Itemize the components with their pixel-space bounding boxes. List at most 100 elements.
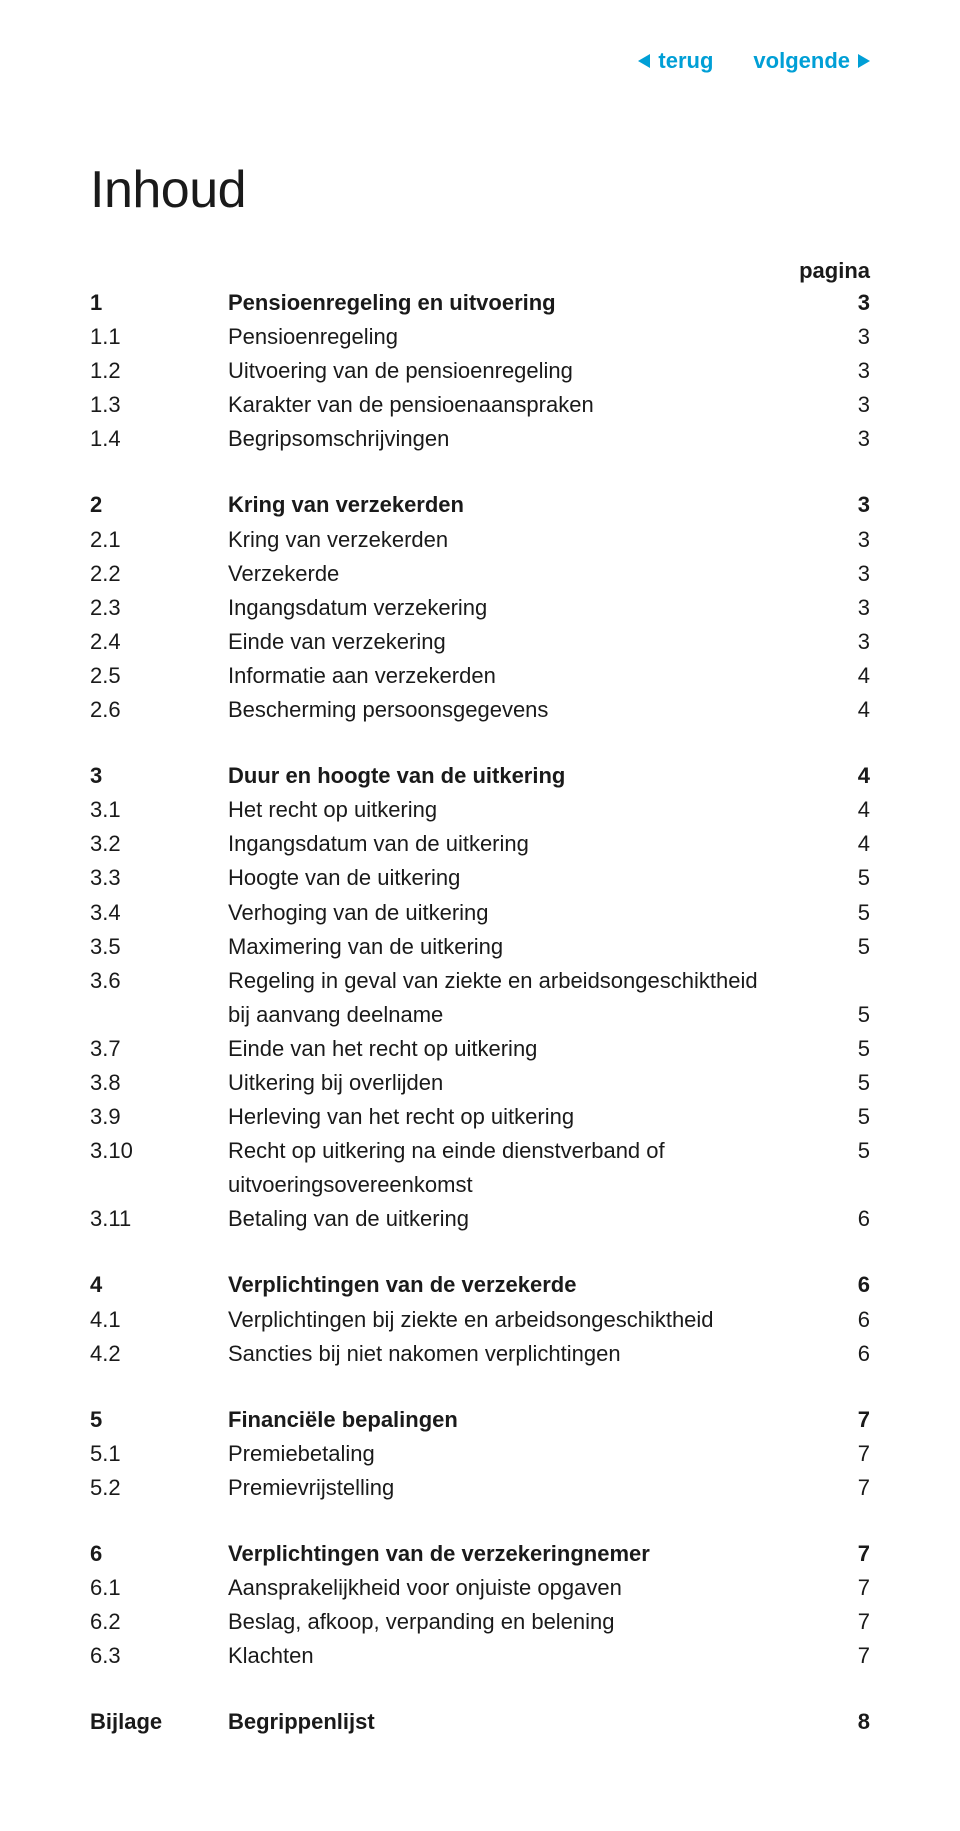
toc-section-head[interactable]: 6Verplichtingen van de verzekeringnemer7 bbox=[90, 1537, 870, 1571]
toc-item[interactable]: 4.2Sancties bij niet nakomen verplichtin… bbox=[90, 1337, 870, 1371]
toc-label: Klachten bbox=[228, 1639, 840, 1673]
toc-item[interactable]: 2.1Kring van verzekerden3 bbox=[90, 523, 870, 557]
toc-num: 3.11 bbox=[90, 1202, 228, 1236]
toc-num: 6 bbox=[90, 1537, 228, 1571]
toc-label: Beslag, afkoop, verpanding en belening bbox=[228, 1605, 840, 1639]
toc-section: BijlageBegrippenlijst8 bbox=[90, 1705, 870, 1739]
toc-item[interactable]: 6.2Beslag, afkoop, verpanding en belenin… bbox=[90, 1605, 870, 1639]
toc-page: 3 bbox=[840, 286, 870, 320]
toc-section-head[interactable]: 4Verplichtingen van de verzekerde6 bbox=[90, 1268, 870, 1302]
toc-item[interactable]: 3.8Uitkering bij overlijden5 bbox=[90, 1066, 870, 1100]
toc-item[interactable]: 1.2Uitvoering van de pensioenregeling3 bbox=[90, 354, 870, 388]
toc-num: 3.9 bbox=[90, 1100, 228, 1134]
toc-section: 1Pensioenregeling en uitvoering31.1Pensi… bbox=[90, 286, 870, 456]
toc-item[interactable]: 5.2Premievrijstelling7 bbox=[90, 1471, 870, 1505]
toc-num: 1 bbox=[90, 286, 228, 320]
toc-num: 3.3 bbox=[90, 861, 228, 895]
toc-label: Uitkering bij overlijden bbox=[228, 1066, 840, 1100]
toc-num: 3.10 bbox=[90, 1134, 228, 1168]
toc-item[interactable]: 1.3Karakter van de pensioenaanspraken3 bbox=[90, 388, 870, 422]
toc-item[interactable]: 2.5Informatie aan verzekerden4 bbox=[90, 659, 870, 693]
toc-page: 6 bbox=[840, 1303, 870, 1337]
toc-label: Einde van het recht op uitkering bbox=[228, 1032, 840, 1066]
toc-section: 6Verplichtingen van de verzekeringnemer7… bbox=[90, 1537, 870, 1673]
toc-label: Hoogte van de uitkering bbox=[228, 861, 840, 895]
toc-item[interactable]: 1.4Begripsomschrijvingen3 bbox=[90, 422, 870, 456]
toc-item[interactable]: 3.9Herleving van het recht op uitkering5 bbox=[90, 1100, 870, 1134]
toc-page: 7 bbox=[840, 1639, 870, 1673]
toc-num: 2.6 bbox=[90, 693, 228, 727]
toc-num: 2.2 bbox=[90, 557, 228, 591]
toc-item[interactable]: 2.2Verzekerde3 bbox=[90, 557, 870, 591]
toc-item[interactable]: 6.1Aansprakelijkheid voor onjuiste opgav… bbox=[90, 1571, 870, 1605]
toc-label: Kring van verzekerden bbox=[228, 523, 840, 557]
toc-label: Bescherming persoonsgegevens bbox=[228, 693, 840, 727]
toc-page: 7 bbox=[840, 1471, 870, 1505]
toc-label: Ingangsdatum van de uitkering bbox=[228, 827, 840, 861]
toc-item[interactable]: 3.11Betaling van de uitkering6 bbox=[90, 1202, 870, 1236]
toc-item[interactable]: 3.10Recht op uitkering na einde dienstve… bbox=[90, 1134, 870, 1202]
toc-item[interactable]: 5.1Premiebetaling7 bbox=[90, 1437, 870, 1471]
toc-label: bij aanvang deelname bbox=[228, 998, 840, 1032]
toc-section-head[interactable]: BijlageBegrippenlijst8 bbox=[90, 1705, 870, 1739]
toc-item[interactable]: 4.1Verplichtingen bij ziekte en arbeidso… bbox=[90, 1303, 870, 1337]
next-label: volgende bbox=[753, 48, 850, 74]
toc-page: 7 bbox=[840, 1571, 870, 1605]
toc-page: 3 bbox=[840, 320, 870, 354]
toc-page: 7 bbox=[840, 1437, 870, 1471]
toc-page: 5 bbox=[840, 998, 870, 1032]
toc-page: 5 bbox=[840, 930, 870, 964]
toc-item[interactable]: 1.1Pensioenregeling3 bbox=[90, 320, 870, 354]
toc-item[interactable]: 3.4Verhoging van de uitkering5 bbox=[90, 896, 870, 930]
toc-label: Begripsomschrijvingen bbox=[228, 422, 840, 456]
toc-page: 7 bbox=[840, 1403, 870, 1437]
toc-label: Sancties bij niet nakomen verplichtingen bbox=[228, 1337, 840, 1371]
toc-label: Aansprakelijkheid voor onjuiste opgaven bbox=[228, 1571, 840, 1605]
toc-page: 7 bbox=[840, 1605, 870, 1639]
toc-page: 3 bbox=[840, 625, 870, 659]
toc-label: Recht op uitkering na einde dienstverban… bbox=[228, 1134, 840, 1202]
toc-page: 5 bbox=[840, 1032, 870, 1066]
toc-section-head[interactable]: 1Pensioenregeling en uitvoering3 bbox=[90, 286, 870, 320]
toc-label: Pensioenregeling en uitvoering bbox=[228, 286, 840, 320]
back-button[interactable]: terug bbox=[638, 48, 713, 74]
toc-num: 2.3 bbox=[90, 591, 228, 625]
toc-section: 2Kring van verzekerden32.1Kring van verz… bbox=[90, 488, 870, 727]
toc-label: Herleving van het recht op uitkering bbox=[228, 1100, 840, 1134]
toc-page: 5 bbox=[840, 1066, 870, 1100]
toc-label: Kring van verzekerden bbox=[228, 488, 840, 522]
toc-item[interactable]: 3.1Het recht op uitkering4 bbox=[90, 793, 870, 827]
toc-page: 5 bbox=[840, 1100, 870, 1134]
toc-item[interactable]: 3.6Regeling in geval van ziekte en arbei… bbox=[90, 964, 870, 998]
toc-item[interactable]: 3.5Maximering van de uitkering5 bbox=[90, 930, 870, 964]
toc-section-head[interactable]: 3Duur en hoogte van de uitkering4 bbox=[90, 759, 870, 793]
triangle-left-icon bbox=[638, 54, 650, 68]
toc-item[interactable]: 6.3Klachten7 bbox=[90, 1639, 870, 1673]
toc-page: 3 bbox=[840, 591, 870, 625]
toc-num: 2 bbox=[90, 488, 228, 522]
toc-item[interactable]: 2.6Bescherming persoonsgegevens4 bbox=[90, 693, 870, 727]
toc-label: Premievrijstelling bbox=[228, 1471, 840, 1505]
toc-label: Verzekerde bbox=[228, 557, 840, 591]
toc-label: Duur en hoogte van de uitkering bbox=[228, 759, 840, 793]
toc-item[interactable]: 3.3Hoogte van de uitkering5 bbox=[90, 861, 870, 895]
toc-num: 3.6 bbox=[90, 964, 228, 998]
toc-num: 6.1 bbox=[90, 1571, 228, 1605]
toc-item[interactable]: 3.7Einde van het recht op uitkering5 bbox=[90, 1032, 870, 1066]
toc-section-head[interactable]: 2Kring van verzekerden3 bbox=[90, 488, 870, 522]
toc-section: 3Duur en hoogte van de uitkering43.1Het … bbox=[90, 759, 870, 1236]
toc-section-head[interactable]: 5Financiële bepalingen7 bbox=[90, 1403, 870, 1437]
toc-page: 4 bbox=[840, 759, 870, 793]
toc-item[interactable]: 2.3Ingangsdatum verzekering3 bbox=[90, 591, 870, 625]
next-button[interactable]: volgende bbox=[753, 48, 870, 74]
toc-page: 6 bbox=[840, 1337, 870, 1371]
toc-num: 1.3 bbox=[90, 388, 228, 422]
toc-item[interactable]: 2.4Einde van verzekering3 bbox=[90, 625, 870, 659]
toc-page: 3 bbox=[840, 523, 870, 557]
top-nav: terug volgende bbox=[638, 48, 870, 74]
page-column-header: pagina bbox=[90, 258, 870, 284]
toc-item[interactable]: 3.2Ingangsdatum van de uitkering4 bbox=[90, 827, 870, 861]
toc-label: Regeling in geval van ziekte en arbeidso… bbox=[228, 964, 840, 998]
toc-page: 3 bbox=[840, 422, 870, 456]
toc-page: 3 bbox=[840, 388, 870, 422]
